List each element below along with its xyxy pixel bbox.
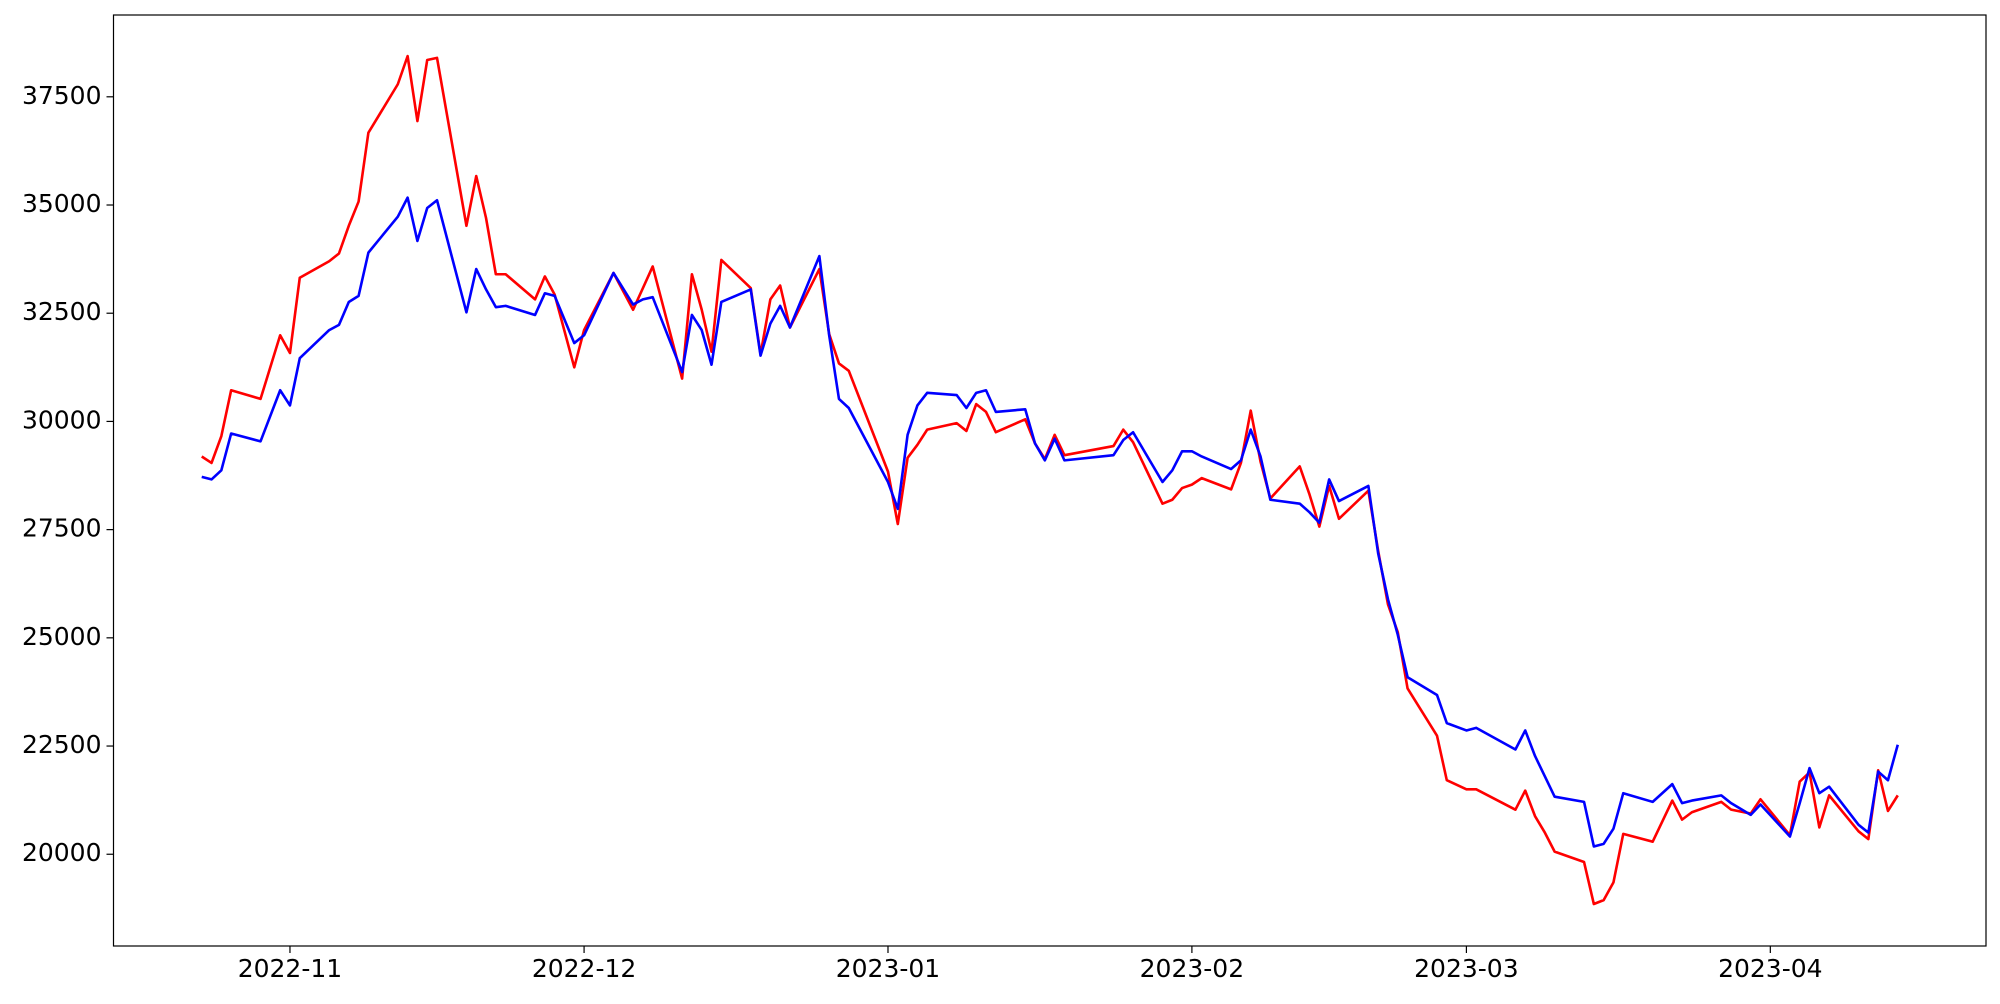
x-tick-label: 2023-03 [1414, 954, 1518, 983]
y-tick-label: 32500 [22, 297, 102, 326]
y-tick-label: 20000 [22, 838, 102, 867]
x-tick-label: 2023-02 [1140, 954, 1244, 983]
x-tick-label: 2023-04 [1718, 954, 1822, 983]
series-line [201, 196, 1900, 848]
x-tick-label: 2023-01 [836, 954, 940, 983]
y-tick-label: 30000 [22, 405, 102, 434]
y-tick-label: 35000 [22, 189, 102, 218]
y-tick-label: 22500 [22, 730, 102, 759]
y-tick-label: 25000 [22, 622, 102, 651]
x-tick-label: 2022-11 [238, 954, 342, 983]
y-tick-label: 37500 [22, 81, 102, 110]
x-tick-label: 2022-12 [532, 954, 636, 983]
y-tick-label: 27500 [22, 514, 102, 543]
plot-frame [112, 14, 1987, 947]
series-line [201, 54, 1899, 906]
